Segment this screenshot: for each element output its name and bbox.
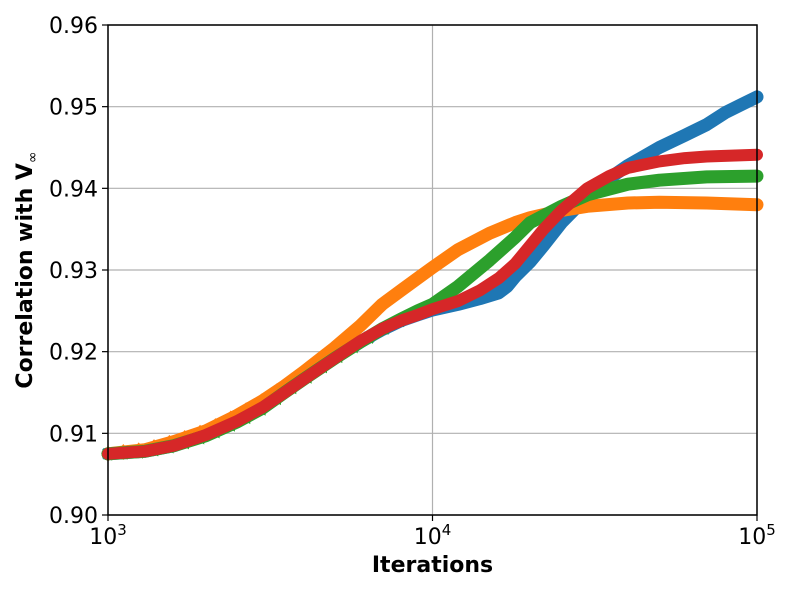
y-axis-title-text: Correlation with V: [13, 163, 38, 389]
y-tick-label: 0.95: [49, 96, 98, 121]
x-tick-label: 104: [414, 521, 452, 550]
y-tick-label: 0.93: [49, 259, 98, 284]
x-axis-title: Iterations: [372, 553, 493, 578]
y-axis-title-subscript: ∞: [25, 151, 41, 163]
data-point: [377, 294, 391, 311]
x-tick-label: 103: [89, 521, 127, 550]
y-axis-ticks: 0.90 0.91 0.92 0.93 0.94 0.95 0.96: [49, 14, 108, 529]
data-point: [347, 323, 360, 340]
series-line: [102, 148, 763, 460]
x-tick-label: 105: [738, 521, 776, 550]
y-axis-title: Correlation with V∞: [13, 151, 41, 388]
y-tick-label: 0.96: [49, 14, 98, 39]
y-tick-label: 0.91: [49, 422, 98, 447]
series-2: [101, 195, 764, 462]
series-layer: [101, 90, 764, 462]
data-point: [316, 348, 330, 365]
y-tick-label: 0.92: [49, 341, 98, 366]
data-point: [331, 336, 345, 353]
data-point: [362, 309, 376, 326]
data-point: [393, 283, 406, 300]
x-axis-ticks: 103 104 105: [89, 515, 776, 550]
y-tick-label: 0.94: [49, 177, 98, 202]
y-tick-label: 0.90: [49, 504, 98, 529]
series-4: [102, 148, 763, 460]
series-1: [101, 90, 764, 461]
series-3: [101, 169, 764, 461]
